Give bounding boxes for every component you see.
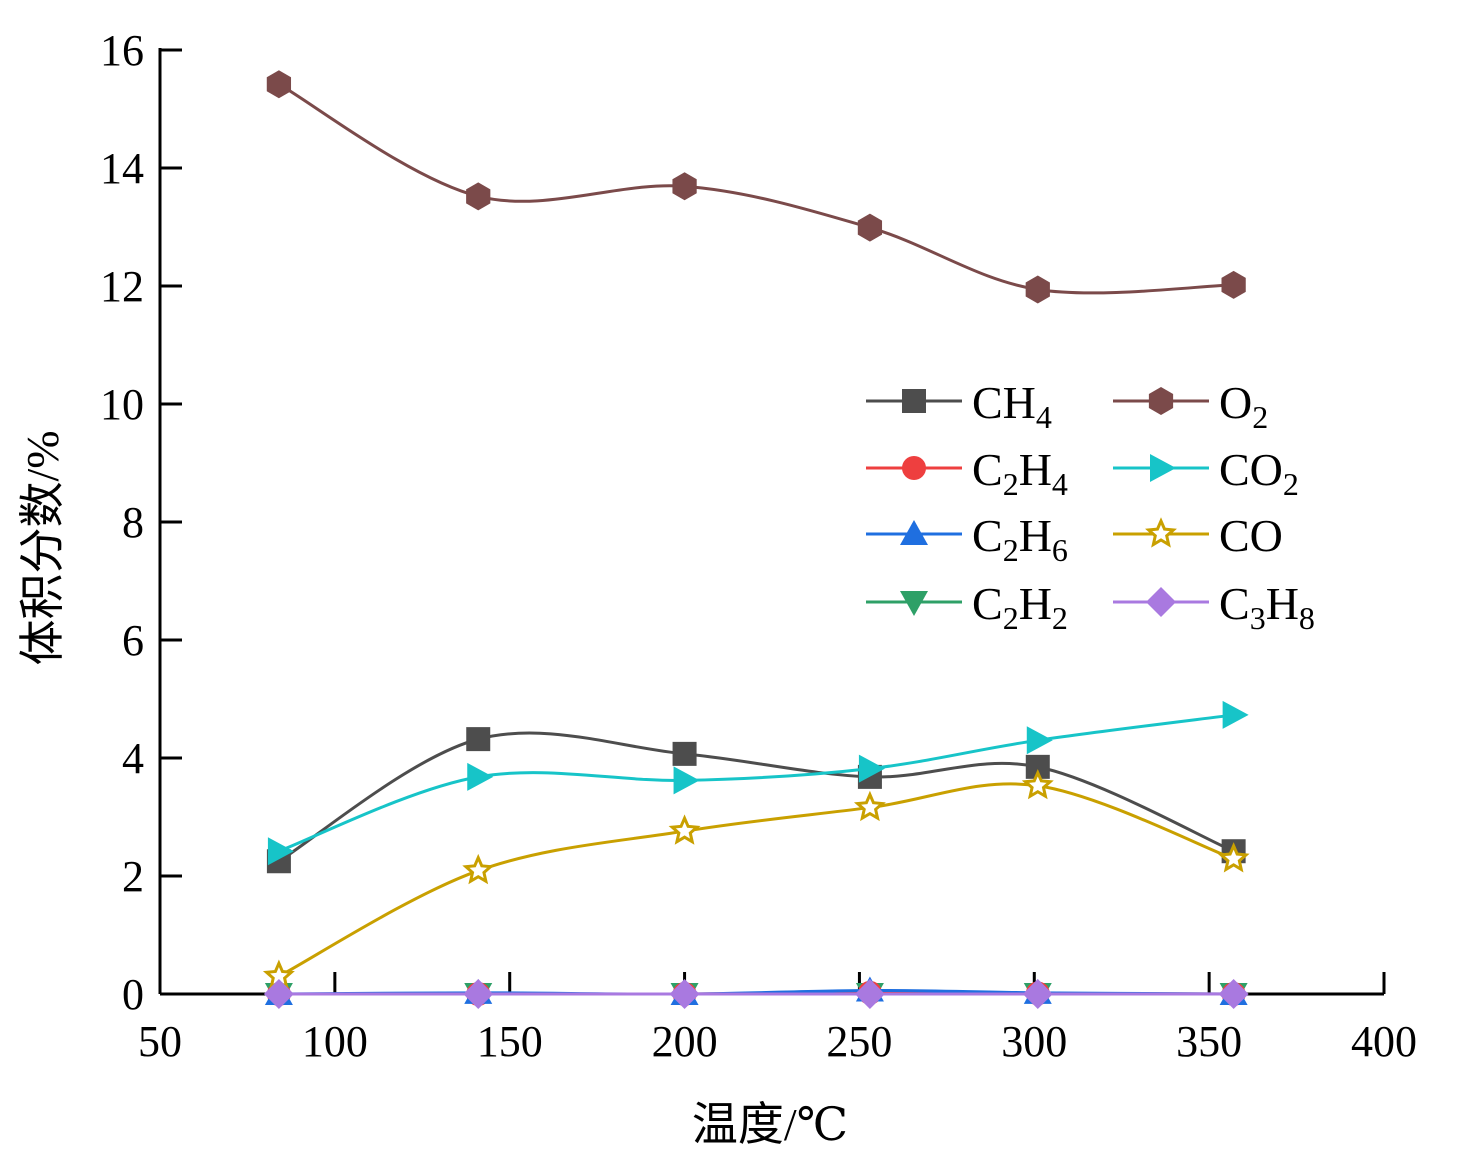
series-co2 <box>267 700 1249 866</box>
y-tick-label: 4 <box>122 734 144 783</box>
legend-marker <box>900 520 928 545</box>
data-point-c3h8 <box>1218 979 1249 1009</box>
series-layer <box>262 70 1250 1009</box>
data-point-co2 <box>858 754 885 783</box>
series-o2 <box>266 70 1246 304</box>
legend-marker <box>1150 454 1176 482</box>
data-point-c3h8 <box>1022 979 1053 1009</box>
legend-item-co2: CO2​ <box>1113 444 1299 502</box>
data-point-co <box>1021 768 1054 800</box>
data-point-co <box>853 790 886 822</box>
legend-item-ch4: CH4​ <box>866 377 1052 435</box>
data-point-co <box>668 814 701 845</box>
data-point-c3h8 <box>463 979 494 1009</box>
series-c2h6 <box>264 976 1248 1005</box>
x-tick-label: 400 <box>1351 1017 1417 1066</box>
data-point-ch4 <box>466 727 491 752</box>
series-line-co2 <box>278 713 1234 853</box>
x-tick-label: 350 <box>1176 1017 1242 1066</box>
series-ch4 <box>266 727 1246 874</box>
series-line-co <box>278 782 1235 978</box>
y-axis-title: 体积分数/% <box>17 430 68 665</box>
y-tick-label: 0 <box>122 970 144 1019</box>
legend-label: CO2​ <box>1219 444 1299 502</box>
legend: CH4​ C2​H4​ C2​H6​ C2​H2​ O2​ CO2​ CO C3​H8​ <box>866 377 1315 636</box>
legend-marker <box>1148 387 1174 415</box>
legend-label: C2​H6​ <box>972 510 1068 568</box>
x-tick-label: 100 <box>302 1017 368 1066</box>
legend-label: CO <box>1219 510 1283 561</box>
y-tick-label: 16 <box>100 26 144 75</box>
data-point-c3h8 <box>854 979 885 1009</box>
data-point-c3h8 <box>669 979 700 1009</box>
legend-item-c2h4: C2​H4​ <box>866 444 1068 502</box>
x-tick-label: 50 <box>138 1017 182 1066</box>
data-point-co2 <box>673 766 700 795</box>
data-point-c3h8 <box>263 979 294 1009</box>
legend-marker <box>1146 587 1176 617</box>
axes: 50 100 150 200 250 300 350 400 0 2 4 6 8 10 12 14 16 <box>100 26 1417 1066</box>
y-tick-label: 14 <box>100 144 144 193</box>
legend-marker <box>1145 517 1177 548</box>
data-point-o2 <box>857 213 883 242</box>
data-point-co2 <box>467 762 494 791</box>
x-tick-label: 250 <box>826 1017 892 1066</box>
legend-marker <box>900 591 928 616</box>
series-line-ch4 <box>278 731 1235 863</box>
legend-item-c3h8: C3​H8​ <box>1113 578 1315 636</box>
y-tick-label: 12 <box>100 262 144 311</box>
legend-item-co: CO <box>1113 510 1283 561</box>
data-point-co <box>462 853 495 885</box>
data-point-o2 <box>1221 270 1246 299</box>
x-tick-label: 150 <box>477 1017 543 1066</box>
legend-label: O2​ <box>1219 377 1268 435</box>
legend-label: C3​H8​ <box>1219 578 1315 636</box>
data-point-co2 <box>1026 726 1053 755</box>
legend-item-c2h6: C2​H6​ <box>866 510 1068 568</box>
x-axis-title: 温度/℃ <box>692 1099 848 1150</box>
data-point-o2 <box>266 70 292 99</box>
x-tick-label: 300 <box>1001 1017 1067 1066</box>
series-c3h8 <box>263 979 1249 1009</box>
legend-label: CH4​ <box>972 377 1052 435</box>
data-point-o2 <box>672 172 697 201</box>
data-point-co2 <box>1222 700 1249 729</box>
y-tick-label: 8 <box>122 498 144 547</box>
data-point-ch4 <box>672 741 697 766</box>
legend-item-c2h2: C2​H2​ <box>866 578 1068 636</box>
legend-label: C2​H2​ <box>972 578 1068 636</box>
data-point-co2 <box>267 837 294 866</box>
legend-item-o2: O2​ <box>1113 377 1268 435</box>
x-tick-label: 200 <box>652 1017 718 1066</box>
y-tick-label: 10 <box>100 380 144 429</box>
legend-marker <box>902 456 926 480</box>
data-point-co <box>1217 842 1250 873</box>
data-point-o2 <box>1025 275 1050 304</box>
y-tick-label: 2 <box>122 852 144 901</box>
legend-marker <box>902 389 926 413</box>
series-line-o2 <box>278 82 1234 295</box>
series-co <box>262 768 1250 990</box>
y-tick-label: 6 <box>122 616 144 665</box>
data-point-o2 <box>466 182 491 211</box>
legend-label: C2​H4​ <box>972 444 1068 502</box>
